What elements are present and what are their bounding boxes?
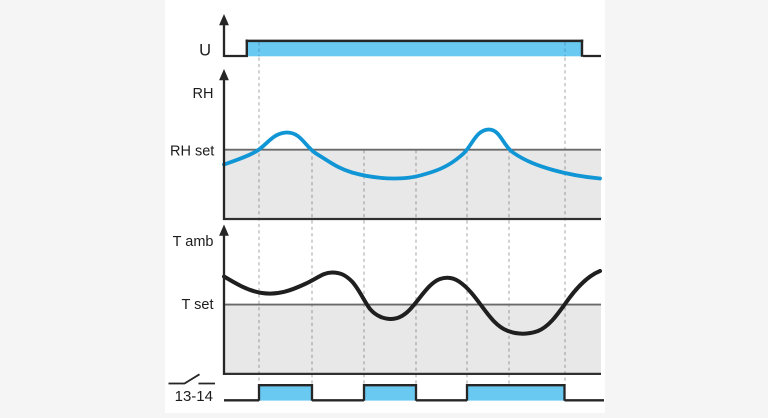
svg-text:T set: T set <box>182 297 214 313</box>
svg-text:U: U <box>199 42 211 60</box>
svg-text:T amb: T amb <box>173 234 214 250</box>
svg-text:13-14: 13-14 <box>175 388 213 405</box>
svg-text:RH: RH <box>193 86 214 102</box>
svg-text:RH set: RH set <box>170 143 214 159</box>
